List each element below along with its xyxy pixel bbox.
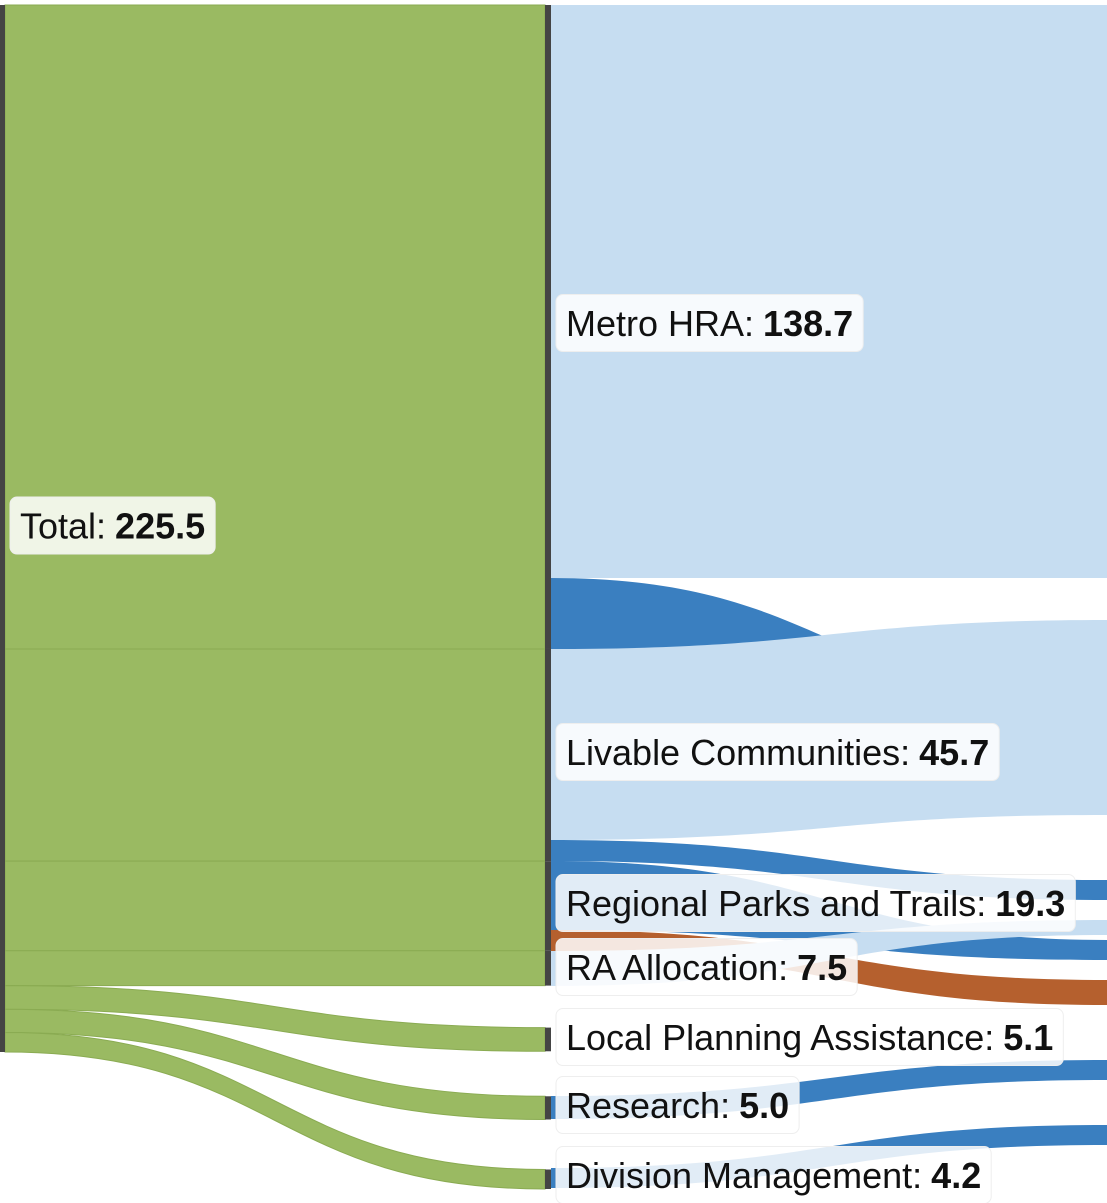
label-box bbox=[9, 496, 216, 555]
node-label: Local Planning Assistance: 5.1 bbox=[555, 1008, 1064, 1067]
node-label: Regional Parks and Trails: 19.3 bbox=[555, 874, 1076, 933]
target-node bbox=[545, 5, 551, 649]
target-node bbox=[545, 648, 551, 862]
node-name: Total: bbox=[20, 505, 106, 546]
label-box bbox=[555, 1146, 992, 1203]
node-name: Metro HRA: bbox=[566, 303, 754, 344]
node-name: Regional Parks and Trails: bbox=[566, 883, 986, 924]
label-text: Total: 225.5 bbox=[20, 505, 205, 546]
label-box bbox=[555, 874, 1076, 933]
label-text: Local Planning Assistance: 5.1 bbox=[566, 1017, 1053, 1058]
source-node bbox=[0, 5, 5, 1052]
node-label: Total: 225.5 bbox=[9, 496, 216, 555]
node-value: 138.7 bbox=[763, 303, 853, 344]
link bbox=[4, 1008, 546, 1121]
label-box bbox=[555, 294, 864, 353]
link bbox=[4, 860, 546, 952]
node-name: Research: bbox=[566, 1085, 730, 1126]
outflow bbox=[551, 5, 1107, 578]
node-value: 225.5 bbox=[115, 505, 205, 546]
label-box bbox=[555, 1076, 800, 1135]
node-name: Livable Communities: bbox=[566, 732, 910, 773]
node-value: 5.0 bbox=[739, 1085, 789, 1126]
target-node bbox=[545, 1096, 551, 1120]
node-name: Division Management: bbox=[566, 1155, 922, 1196]
node-label: Livable Communities: 45.7 bbox=[555, 723, 1000, 782]
label-text: Division Management: 4.2 bbox=[566, 1155, 981, 1196]
target-node bbox=[545, 1169, 551, 1189]
link bbox=[4, 648, 546, 862]
label-text: Livable Communities: 45.7 bbox=[566, 732, 989, 773]
node-value: 7.5 bbox=[797, 947, 847, 988]
node-value: 19.3 bbox=[995, 883, 1065, 924]
link bbox=[4, 950, 546, 987]
label-text: Research: 5.0 bbox=[566, 1085, 789, 1126]
node-label: Metro HRA: 138.7 bbox=[555, 294, 864, 353]
target-node bbox=[545, 1027, 551, 1052]
node-name: RA Allocation: bbox=[566, 947, 788, 988]
outflow-decoration bbox=[551, 5, 1107, 1188]
target-node bbox=[545, 861, 551, 951]
label-box bbox=[555, 1008, 1064, 1067]
label-box bbox=[555, 723, 1000, 782]
node-value: 5.1 bbox=[1003, 1017, 1053, 1058]
label-text: Metro HRA: 138.7 bbox=[566, 303, 853, 344]
label-box bbox=[555, 938, 858, 997]
node-label: RA Allocation: 7.5 bbox=[555, 938, 858, 997]
node-value: 45.7 bbox=[919, 732, 989, 773]
node-value: 4.2 bbox=[931, 1155, 981, 1196]
node-label: Division Management: 4.2 bbox=[555, 1146, 992, 1203]
node-label: Research: 5.0 bbox=[555, 1076, 800, 1135]
node-name: Local Planning Assistance: bbox=[566, 1017, 994, 1058]
label-text: RA Allocation: 7.5 bbox=[566, 947, 847, 988]
label-text: Regional Parks and Trails: 19.3 bbox=[566, 883, 1065, 924]
target-node bbox=[545, 950, 551, 986]
